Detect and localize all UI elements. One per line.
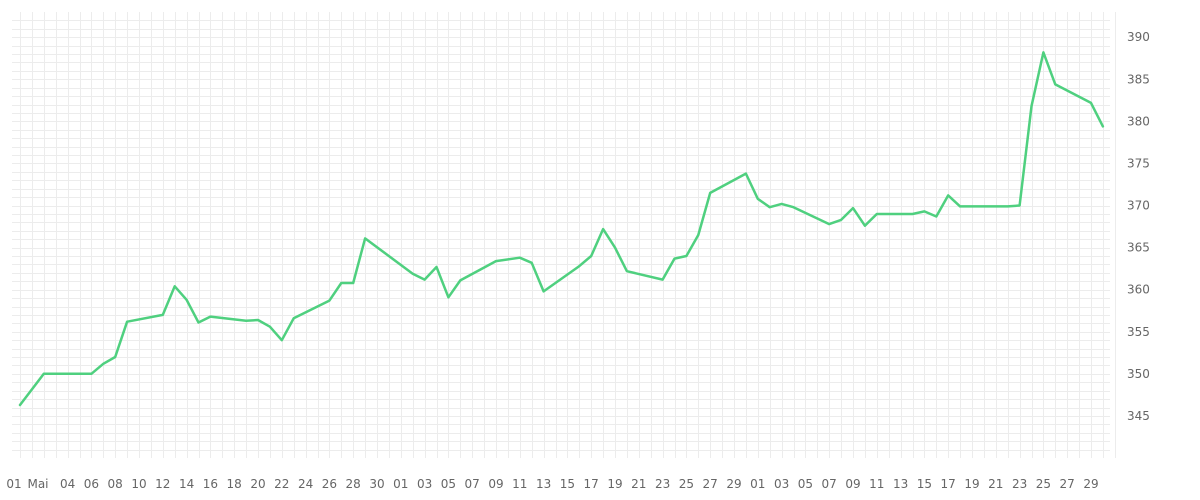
x-tick-label: 12 <box>155 477 170 491</box>
y-axis-tick-labels: 345 350 355 360 365 370 375 380 385 390 <box>1127 30 1150 423</box>
y-tick-label: 370 <box>1127 199 1150 213</box>
x-tick-label: 01 <box>6 477 21 491</box>
y-tick-label: 390 <box>1127 30 1150 44</box>
x-tick-label: 21 <box>631 477 646 491</box>
x-tick-label: 22 <box>274 477 289 491</box>
y-tick-label: 350 <box>1127 367 1150 381</box>
y-tick-label: 385 <box>1127 72 1150 86</box>
x-tick-label: 01 <box>750 477 765 491</box>
x-tick-label: 29 <box>726 477 741 491</box>
x-tick-label: 20 <box>250 477 265 491</box>
x-tick-label: 27 <box>703 477 718 491</box>
x-tick-label: 09 <box>488 477 503 491</box>
x-tick-label: 05 <box>441 477 456 491</box>
x-tick-label: 09 <box>845 477 860 491</box>
series-layer <box>18 51 1105 407</box>
series-line-0 <box>18 51 1105 407</box>
x-tick-label: 25 <box>1036 477 1051 491</box>
x-tick-label: 03 <box>417 477 432 491</box>
x-tick-label: 17 <box>941 477 956 491</box>
x-tick-label: 04 <box>60 477 75 491</box>
x-tick-label: 21 <box>988 477 1003 491</box>
x-tick-label: 01 <box>393 477 408 491</box>
x-tick-label: 15 <box>560 477 575 491</box>
x-tick-label: 07 <box>465 477 480 491</box>
x-tick-label: 08 <box>108 477 123 491</box>
x-tick-label: 05 <box>798 477 813 491</box>
x-tick-label: 03 <box>774 477 789 491</box>
y-tick-label: 345 <box>1127 409 1150 423</box>
x-tick-label: 23 <box>655 477 670 491</box>
x-tick-label: 24 <box>298 477 313 491</box>
y-tick-label: 355 <box>1127 325 1150 339</box>
x-tick-label: 16 <box>203 477 218 491</box>
y-tick-label: 380 <box>1127 114 1150 128</box>
x-tick-label: 11 <box>869 477 884 491</box>
x-tick-label: 26 <box>322 477 337 491</box>
x-axis-tick-labels: 01 Mai 04 06 08 10 12 14 16 18 20 22 24 26 28 30 01 03 05 0… <box>6 477 1098 491</box>
x-tick-label: 10 <box>131 477 146 491</box>
x-tick-label: 18 <box>227 477 242 491</box>
x-tick-label: 25 <box>679 477 694 491</box>
y-tick-label: 375 <box>1127 156 1150 170</box>
y-tick-label: 360 <box>1127 283 1150 297</box>
x-tick-label: 23 <box>1012 477 1027 491</box>
x-tick-label: 07 <box>822 477 837 491</box>
x-tick-label: 19 <box>607 477 622 491</box>
x-tick-label: 13 <box>893 477 908 491</box>
x-tick-label: 06 <box>84 477 99 491</box>
x-tick-label: 11 <box>512 477 527 491</box>
x-tick-label: 29 <box>1083 477 1098 491</box>
x-tick-label: 27 <box>1060 477 1075 491</box>
x-tick-label: 19 <box>964 477 979 491</box>
x-tick-label: 28 <box>346 477 361 491</box>
x-tick-label: 17 <box>584 477 599 491</box>
x-tick-label: Mai <box>27 477 48 491</box>
x-tick-label: 30 <box>369 477 384 491</box>
grid <box>12 12 1116 458</box>
x-tick-label: 14 <box>179 477 194 491</box>
x-tick-label: 15 <box>917 477 932 491</box>
x-tick-label: 13 <box>536 477 551 491</box>
y-tick-label: 365 <box>1127 241 1150 255</box>
